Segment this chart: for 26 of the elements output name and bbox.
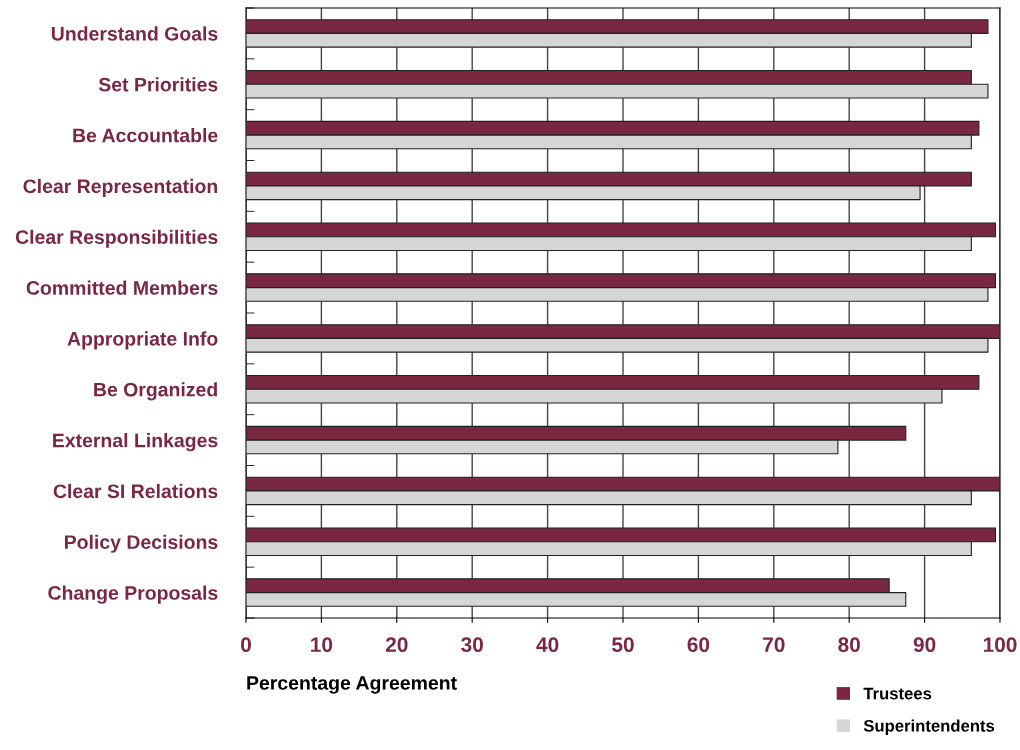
x-tick-label: 40 xyxy=(536,637,559,653)
y-tick-label: Clear Representation xyxy=(23,178,218,197)
y-tick-label: Appropriate Info xyxy=(67,331,218,350)
x-tick-label: 80 xyxy=(838,637,860,653)
y-tick-label: Committed Members xyxy=(26,280,218,295)
y-tick-label: Be Accountable xyxy=(73,128,218,143)
y-tick-label: Change Proposals xyxy=(48,585,218,604)
y-tick-label: Be Organized xyxy=(94,382,217,401)
x-tick-label: 30 xyxy=(461,637,483,653)
x-tick-label: 60 xyxy=(687,637,710,653)
x-axis-title: Percentage Agreement xyxy=(247,676,457,694)
y-tick-label: Clear Responsibilities xyxy=(15,229,218,248)
x-tick-label: 10 xyxy=(311,637,333,653)
x-tick-label: 20 xyxy=(385,637,408,653)
x-tick-label: 50 xyxy=(612,637,634,653)
x-tick-label: 90 xyxy=(913,637,936,653)
legend-label: Superintendents xyxy=(863,719,995,735)
legend-label: Trustees xyxy=(863,687,932,700)
y-tick-label: Policy Decisions xyxy=(64,534,218,553)
y-tick-label: External Linkages xyxy=(53,433,218,452)
y-tick-label: Understand Goals xyxy=(51,26,218,41)
x-tick-label: 0 xyxy=(241,637,251,653)
x-tick-label: 100 xyxy=(983,637,1017,653)
y-tick-label: Clear SI Relations xyxy=(53,483,218,499)
y-tick-label: Set Priorities xyxy=(98,77,218,92)
x-tick-label: 70 xyxy=(763,637,785,653)
